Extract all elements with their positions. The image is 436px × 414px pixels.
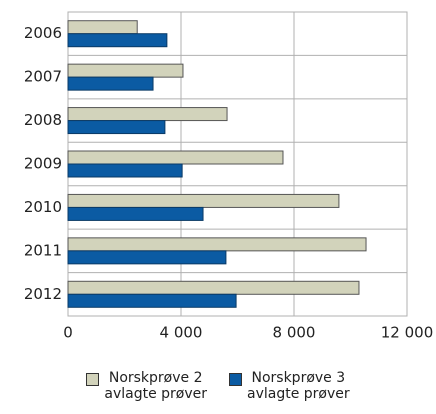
legend: Norskprøve 2 avlagte prøver Norskprøve 3 …: [0, 370, 436, 402]
bar: [67, 63, 184, 78]
x-tick-label: 0: [63, 324, 73, 342]
bar: [67, 193, 340, 208]
y-tick-label: 2009: [24, 155, 62, 173]
bar: [67, 107, 228, 122]
x-tick-label: 8 000: [273, 324, 316, 342]
y-tick-label: 2007: [24, 68, 62, 86]
bar: [67, 76, 154, 91]
bar: [67, 163, 183, 178]
bar: [67, 150, 284, 165]
y-tick-label: 2012: [24, 285, 62, 303]
bar: [67, 206, 204, 221]
bar: [67, 20, 138, 35]
bar: [67, 120, 166, 135]
legend-swatch: [86, 373, 100, 386]
legend-label: Norskprøve 3 avlagte prøver: [247, 370, 350, 402]
bar: [67, 250, 227, 265]
y-tick-label: 2006: [24, 24, 62, 42]
bar: [67, 237, 367, 252]
y-tick-label: 2011: [24, 241, 62, 259]
legend-item: Norskprøve 2 avlagte prøver: [86, 370, 207, 402]
legend-swatch: [229, 373, 242, 386]
bar: [67, 280, 360, 295]
x-tick-label: 12 000: [381, 324, 434, 342]
bar: [67, 293, 237, 308]
chart: 0 4 000 8 000 12 000 2006 2007 2008 2009 2010 201…: [24, 11, 434, 342]
legend-item: Norskprøve 3 avlagte prøver: [229, 370, 350, 402]
bar: [67, 33, 168, 48]
legend-label: Norskprøve 2 avlagte prøver: [104, 370, 207, 402]
x-tick-label: 4 000: [160, 324, 203, 342]
y-tick-label: 2008: [24, 111, 62, 129]
y-tick-label: 2010: [24, 198, 62, 216]
